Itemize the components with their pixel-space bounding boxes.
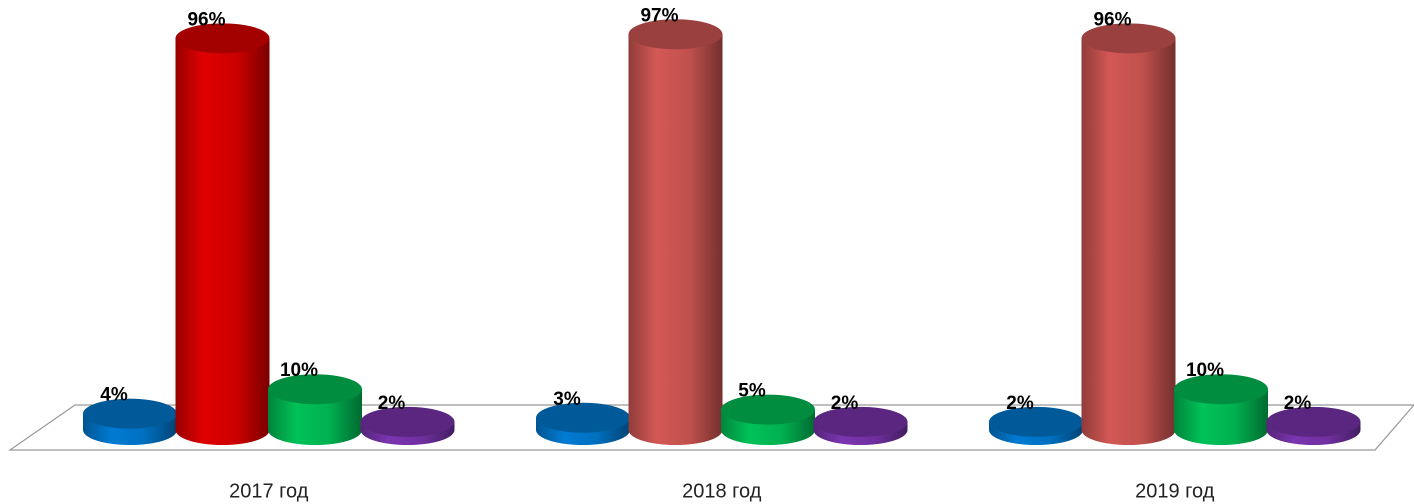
cylinder-top: [1081, 23, 1176, 54]
cylinder-top: [1174, 374, 1268, 405]
data-label: 2%: [1006, 393, 1034, 414]
cylinder-top: [989, 406, 1083, 437]
data-label: 10%: [1186, 360, 1224, 381]
cylinder: [83, 398, 177, 445]
cylinder: [989, 406, 1083, 445]
data-label: 97%: [640, 5, 678, 26]
cylinder: [628, 19, 723, 445]
cylinder: [1266, 406, 1361, 445]
cylinder-body: [628, 34, 723, 431]
data-label: 2%: [378, 393, 406, 414]
cylinder-body: [175, 38, 270, 430]
floor: [8, 404, 1414, 451]
data-label: 5%: [738, 381, 766, 402]
x-tick-label: 2019 год: [1135, 480, 1215, 502]
cylinder-top: [536, 402, 630, 433]
data-label: 3%: [553, 389, 581, 410]
cylinder: [536, 402, 630, 445]
cylinder: [360, 406, 455, 445]
data-label: 2%: [1284, 393, 1312, 414]
cylinder-top: [628, 19, 723, 50]
cylinder: [813, 406, 908, 445]
cylinder-top: [813, 406, 908, 437]
cylinder-top: [268, 374, 362, 405]
x-tick-label: 2017 год: [229, 480, 309, 502]
cylinder: [721, 394, 815, 445]
data-label: 96%: [1093, 9, 1131, 30]
data-label: 96%: [187, 9, 225, 30]
x-tick-label: 2018 год: [682, 480, 762, 502]
cylinder: [1174, 374, 1268, 445]
data-label: 10%: [280, 360, 318, 381]
cylinder: [1081, 23, 1176, 445]
cylinder: [175, 23, 270, 445]
cylinder-top: [1266, 406, 1361, 437]
cylinder-top: [360, 406, 455, 437]
cylinder-body: [1081, 38, 1176, 430]
data-label: 2%: [831, 393, 859, 414]
cylinder-top: [721, 394, 815, 425]
cylinder-top: [175, 23, 270, 54]
cylinder: [268, 374, 362, 445]
cylinder-top: [83, 398, 177, 429]
data-label: 4%: [100, 385, 128, 406]
